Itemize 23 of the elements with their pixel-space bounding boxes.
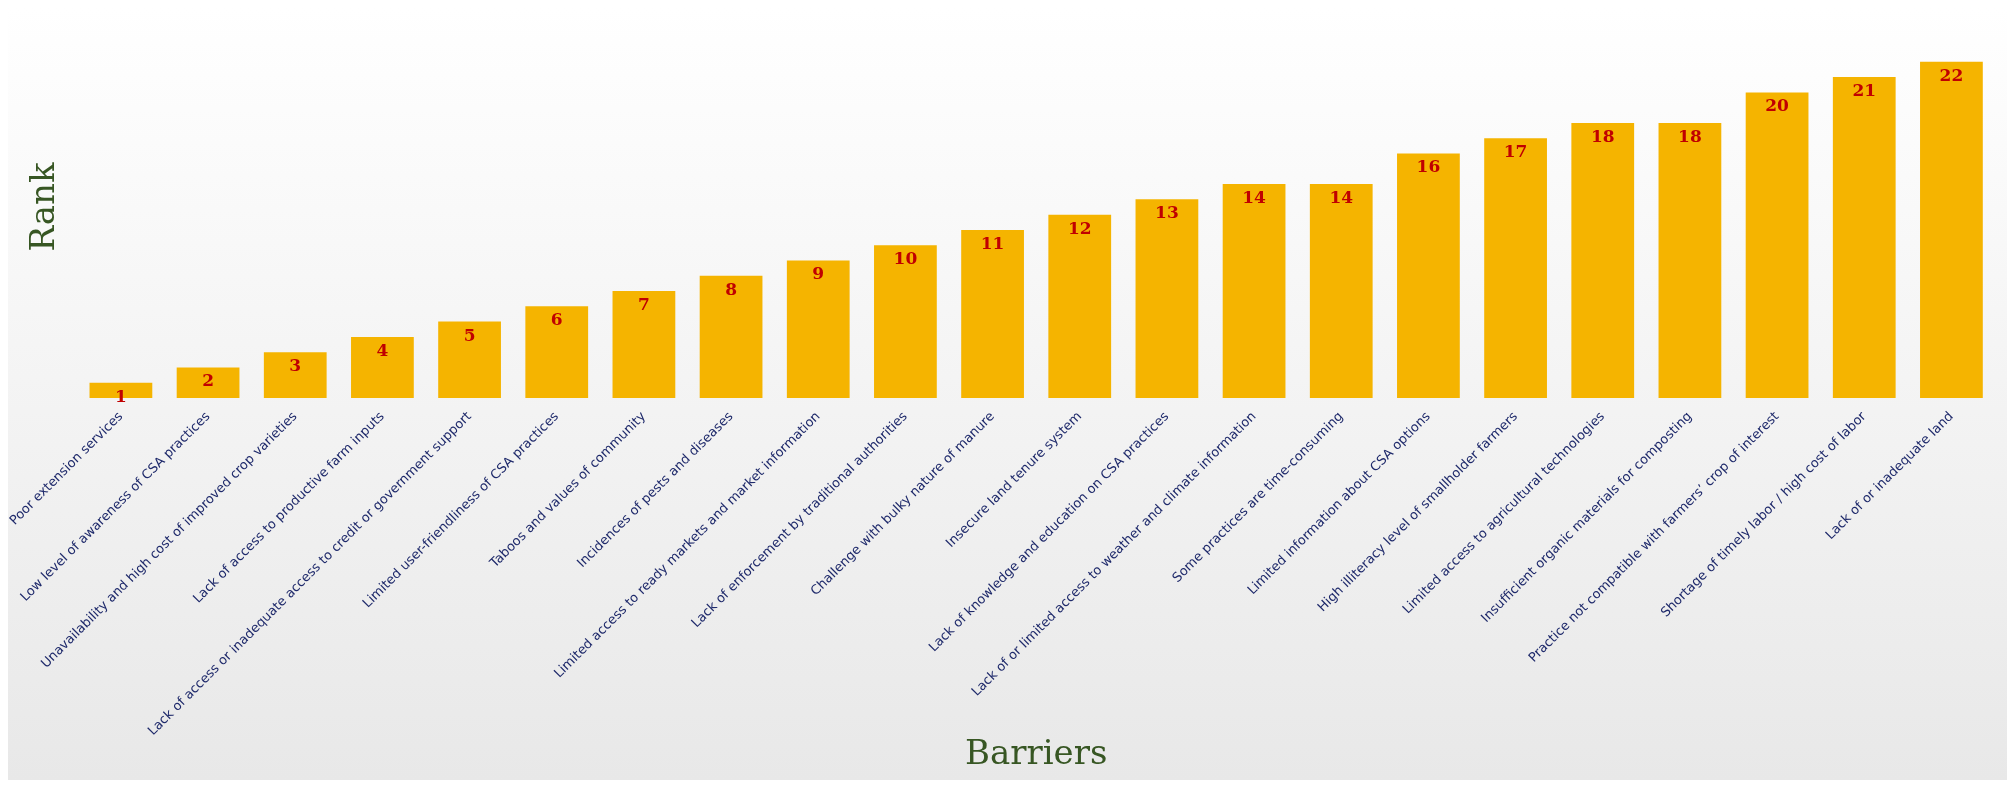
data-label: 4 [376,339,389,360]
data-label: 17 [1503,141,1528,162]
data-label: 2 [202,370,214,391]
data-label: 18 [1678,125,1702,146]
data-label: 3 [289,355,302,376]
x-axis-title: Barriers [964,732,1108,773]
data-label: 21 [1852,80,1877,101]
y-axis-title: Rank [21,162,62,252]
data-label: 22 [1939,64,1964,85]
data-label: 5 [463,324,476,345]
data-label: 11 [980,232,1005,253]
data-label: 13 [1155,202,1179,223]
data-label: 6 [550,309,563,330]
data-label: 14 [1329,187,1354,207]
data-label: 16 [1416,156,1441,177]
data-label: 8 [725,278,737,299]
data-label: 10 [893,248,918,269]
data-label: 9 [812,263,825,284]
data-label: 14 [1242,187,1267,207]
data-label: 7 [637,293,650,314]
data-label: 18 [1590,125,1615,146]
data-label: 20 [1765,95,1790,116]
data-label: 12 [1067,217,1092,238]
